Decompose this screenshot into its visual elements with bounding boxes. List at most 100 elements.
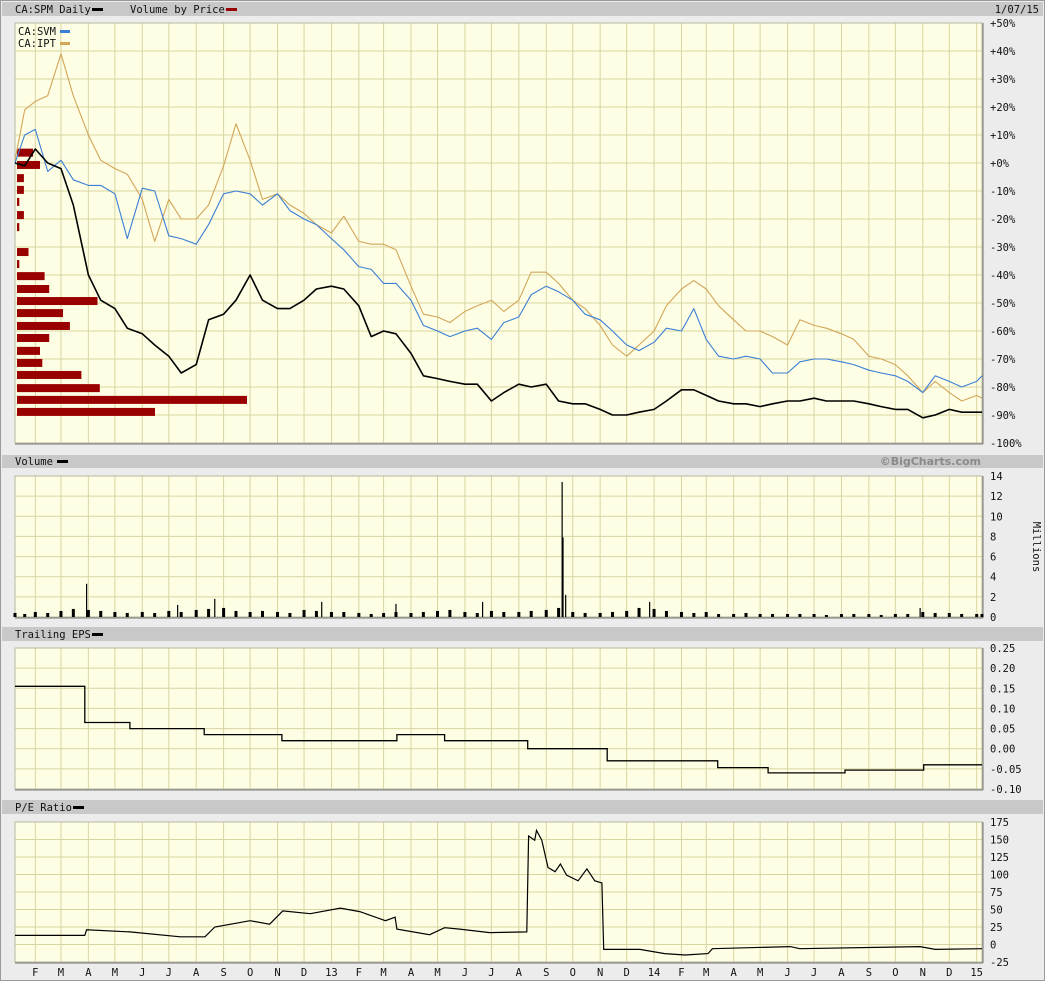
volume-bar: [852, 613, 856, 617]
volume-bar: [732, 613, 736, 617]
price-plot-border: [14, 22, 983, 444]
volume-bar: [342, 611, 346, 617]
volume-bar: [489, 610, 493, 617]
vbp-bar: [17, 297, 98, 306]
vbp-bar: [17, 248, 29, 257]
volume-bar: [260, 610, 264, 617]
volume-bar: [194, 609, 198, 617]
pe-ytick-label: 175: [990, 817, 1009, 829]
volume-bar: [357, 612, 361, 617]
volume-bar: [302, 609, 306, 617]
volume-ytick-label: 8: [990, 531, 996, 543]
eps-ytick-label: 0.20: [990, 663, 1015, 675]
volume-bar: [544, 609, 548, 617]
eps-plot-area: [15, 648, 982, 789]
pe-plot-border: [14, 821, 983, 963]
vbp-bar: [17, 148, 34, 157]
pe-ytick-label: 25: [990, 922, 1003, 934]
eps-ytick-label: 0.05: [990, 724, 1015, 736]
volume-bar: [276, 611, 280, 617]
volume-ytick-label: 6: [990, 552, 996, 564]
bigcharts-credit: ©BigCharts.com: [880, 455, 981, 468]
price-ytick-label: -70%: [990, 354, 1016, 366]
x-month-label: D: [301, 967, 307, 979]
pe-panel: 175 150 125 100 75 50 25 0 -25: [14, 817, 1009, 969]
price-ytick-label: +40%: [990, 46, 1016, 58]
volume-ytick-label: 10: [990, 511, 1003, 523]
eps-title: Trailing EPS: [15, 629, 91, 641]
legend-label: CA:IPT: [18, 38, 57, 50]
volume-bar: [140, 611, 144, 617]
volume-plot-area: [15, 476, 982, 617]
x-month-label: S: [866, 967, 872, 979]
pe-header-bar: [2, 800, 1043, 814]
x-month-label: S: [543, 967, 549, 979]
volume-bar: [288, 612, 292, 617]
x-month-label: 15: [970, 967, 983, 979]
vbp-bar: [17, 160, 40, 169]
spm-price-line: [14, 148, 982, 419]
volume-spike-bar: [649, 601, 651, 617]
volume-bar: [113, 611, 117, 617]
x-month-label: J: [139, 967, 145, 979]
vbp-bar: [17, 370, 82, 379]
price-ytick-label: -20%: [990, 214, 1016, 226]
volume-bar: [960, 613, 964, 617]
volume-spike-bar: [321, 601, 323, 617]
legend-swatch: [60, 30, 70, 33]
x-month-label: J: [811, 967, 817, 979]
price-panel: +50% +40% +30% +20% +10% +0% -10% -20% -30% -40% -…: [14, 18, 1022, 450]
volume-bar: [475, 612, 479, 617]
x-month-label: J: [784, 967, 790, 979]
x-month-label: D: [946, 967, 952, 979]
spm-legend-swatch: [92, 8, 103, 11]
volume-bar: [222, 607, 226, 617]
volume-spike-bar: [177, 604, 179, 617]
volume-bar: [758, 613, 762, 617]
x-month-label: 14: [648, 967, 661, 979]
volume-bar: [234, 610, 238, 617]
volume-bar: [947, 612, 951, 617]
eps-ytick-label: 0.25: [990, 643, 1015, 655]
volume-bar: [824, 614, 828, 617]
x-month-label: 13: [325, 967, 338, 979]
volume-bar: [571, 611, 575, 617]
price-ytick-label: -30%: [990, 242, 1016, 254]
svm-price-line: [14, 128, 983, 394]
price-ytick-label: +0%: [990, 158, 1010, 170]
x-month-label: D: [624, 967, 630, 979]
volume-bar: [637, 607, 641, 617]
x-month-label: A: [730, 967, 737, 979]
vbp-bar: [17, 334, 50, 342]
volume-bar: [583, 612, 587, 617]
volume-bar: [248, 611, 252, 617]
price-header-bar: [2, 2, 1043, 16]
volume-bar: [717, 613, 721, 617]
volume-bar: [436, 610, 440, 617]
eps-ytick-label: 0.00: [990, 744, 1015, 756]
volume-bar: [625, 610, 629, 617]
volume-bar: [906, 613, 910, 617]
volume-bar: [798, 613, 802, 617]
volume-bar: [13, 612, 17, 617]
volume-ytick-label: 2: [990, 592, 996, 604]
pe-ytick-label: 0: [990, 940, 996, 952]
x-month-label: M: [58, 967, 64, 979]
legend-swatch: [60, 42, 70, 45]
volume-spike-bar: [919, 607, 921, 617]
pe-title: P/E Ratio: [15, 802, 72, 814]
pe-ytick-label: -25: [990, 957, 1009, 969]
volume-bar: [598, 612, 602, 617]
volume-bar: [921, 611, 925, 617]
vbp-bar: [17, 309, 63, 318]
volume-panel: 14 12 10 8 6 4 2 0: [13, 471, 1003, 624]
eps-ytick-label: 0.10: [990, 703, 1015, 715]
vbp-title: Volume by Price: [130, 4, 225, 16]
x-month-label: F: [32, 967, 38, 979]
vbp-bar: [17, 185, 24, 194]
eps-ytick-label: -0.10: [990, 784, 1022, 796]
volume-bar: [59, 610, 63, 617]
price-title: CA:SPM Daily: [15, 4, 91, 16]
price-plot-area: [15, 23, 982, 443]
